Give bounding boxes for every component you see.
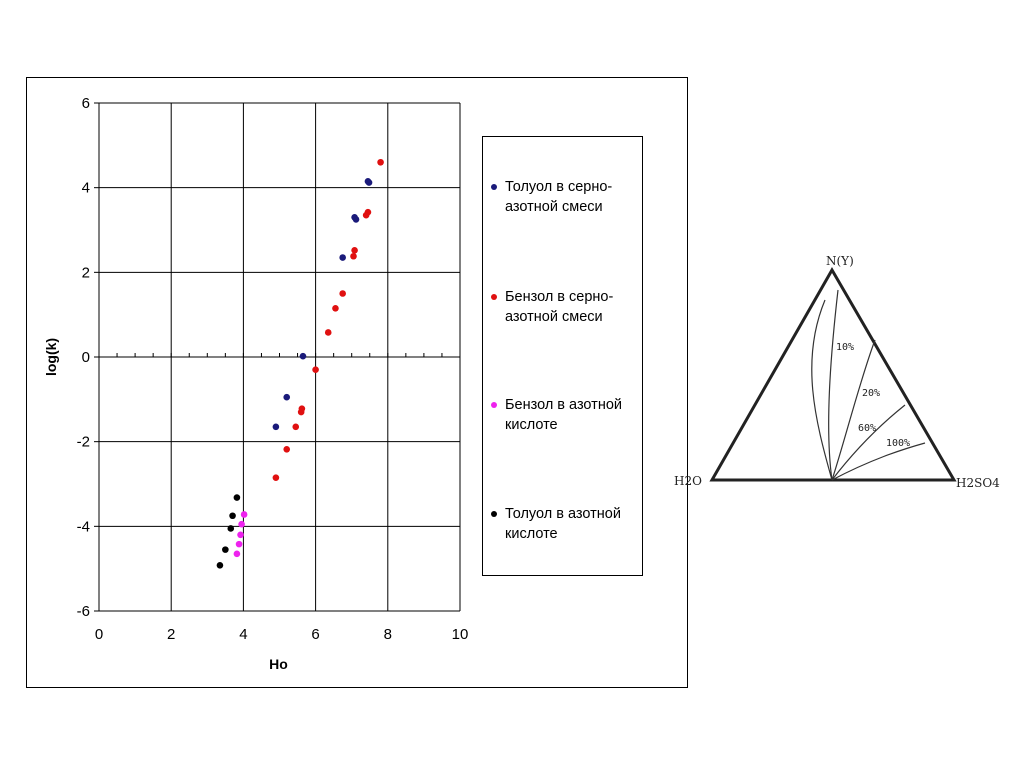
- legend-marker-benzene-nitric: [491, 402, 497, 408]
- y-tick-label: 6: [82, 95, 90, 112]
- data-point-series-0: [339, 254, 346, 261]
- x-tick-label: 4: [239, 626, 247, 643]
- data-point-series-3: [229, 512, 236, 520]
- x-tick-label: 2: [167, 626, 175, 643]
- legend-item-benzene-mixed: Бензол в серно-азотной смеси: [491, 287, 641, 327]
- data-point-series-3: [233, 494, 241, 501]
- x-axis-title: Ho: [269, 656, 288, 672]
- y-tick-label: -4: [77, 518, 90, 535]
- x-tick-label: 10: [452, 626, 469, 643]
- data-point-series-0: [299, 352, 307, 360]
- y-tick-label: 0: [82, 349, 90, 366]
- data-point-series-1: [350, 252, 357, 260]
- data-point-series-1: [324, 329, 332, 336]
- data-point-series-1: [332, 305, 339, 312]
- data-point-series-1: [292, 423, 300, 431]
- legend-label-toluene-nitric: Толуол в азотной кислоте: [505, 506, 621, 542]
- legend-item-toluene-nitric: Толуол в азотной кислоте: [491, 504, 641, 544]
- legend-item-benzene-nitric: Бензол в азотной кислоте: [491, 395, 641, 435]
- legend: Толуол в серно-азотной смеси Бензол в се…: [482, 136, 643, 576]
- data-point-series-3: [216, 561, 224, 569]
- x-tick-label: 8: [384, 626, 392, 643]
- legend-label-benzene-nitric: Бензол в азотной кислоте: [505, 397, 622, 433]
- data-point-series-0: [283, 393, 291, 401]
- legend-marker-benzene-mixed: [491, 294, 497, 300]
- data-point-series-2: [240, 511, 248, 518]
- data-point-series-2: [238, 520, 245, 528]
- legend-label-toluene-mixed: Толуол в серно-азотной смеси: [505, 179, 613, 215]
- legend-marker-toluene-nitric: [491, 511, 497, 517]
- data-point-series-1: [377, 158, 384, 166]
- data-point-series-1: [312, 366, 319, 374]
- y-tick-label: 2: [82, 264, 90, 281]
- x-tick-label: 6: [311, 626, 319, 643]
- data-point-series-0: [365, 179, 373, 186]
- data-point-series-0: [272, 423, 280, 431]
- data-point-series-1: [339, 290, 346, 297]
- x-tick-label: 0: [95, 626, 103, 643]
- y-tick-label: 4: [82, 180, 90, 197]
- legend-item-toluene-mixed: Толуол в серно-азотной смеси: [491, 177, 641, 217]
- data-point-series-1: [362, 211, 370, 219]
- data-point-series-1: [272, 474, 280, 481]
- data-point-series-2: [237, 531, 244, 539]
- y-tick-label: -2: [77, 434, 90, 451]
- data-point-series-1: [351, 247, 358, 254]
- legend-marker-toluene-mixed: [491, 184, 497, 190]
- y-tick-label: -6: [77, 603, 90, 620]
- data-point-series-2: [235, 540, 243, 548]
- legend-label-benzene-mixed: Бензол в серно-азотной смеси: [505, 289, 614, 325]
- data-point-series-1: [297, 408, 305, 416]
- data-point-series-0: [352, 216, 360, 223]
- data-point-series-3: [222, 546, 229, 553]
- data-point-series-2: [233, 550, 241, 558]
- data-point-series-1: [283, 445, 291, 453]
- y-axis-title: log(k): [43, 338, 59, 376]
- data-point-series-3: [227, 525, 235, 532]
